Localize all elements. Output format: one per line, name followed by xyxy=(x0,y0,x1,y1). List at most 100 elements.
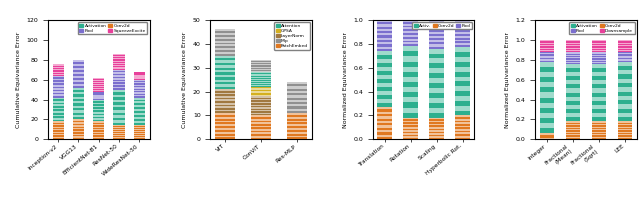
Bar xyxy=(73,74,84,76)
Bar xyxy=(566,53,580,54)
Bar xyxy=(215,98,235,99)
Bar xyxy=(403,44,418,46)
Bar xyxy=(113,110,125,113)
Bar xyxy=(592,136,606,137)
Bar xyxy=(93,124,104,125)
Bar xyxy=(618,133,632,134)
Bar xyxy=(429,119,444,121)
Bar xyxy=(403,87,418,92)
Bar xyxy=(113,54,125,55)
Bar xyxy=(592,55,606,56)
Bar xyxy=(93,83,104,84)
Bar xyxy=(592,59,606,60)
Bar xyxy=(93,95,104,96)
Bar xyxy=(287,91,307,93)
Bar xyxy=(592,128,606,129)
Bar xyxy=(540,53,554,54)
Bar xyxy=(287,134,307,136)
Bar xyxy=(287,104,307,106)
Bar xyxy=(52,116,64,118)
Bar xyxy=(73,78,84,80)
Bar xyxy=(73,122,84,124)
Bar xyxy=(540,43,554,44)
Bar xyxy=(73,132,84,134)
Bar xyxy=(215,126,235,128)
Bar xyxy=(113,95,125,97)
Bar xyxy=(287,106,307,109)
Bar xyxy=(403,126,418,127)
Bar xyxy=(93,104,104,106)
Bar xyxy=(113,129,125,130)
Bar xyxy=(215,93,235,94)
Bar xyxy=(403,39,418,41)
Bar xyxy=(378,31,392,33)
Bar xyxy=(113,90,125,92)
Bar xyxy=(618,47,632,48)
Bar xyxy=(378,121,392,123)
Bar xyxy=(215,101,235,103)
Bar xyxy=(566,54,580,55)
Bar xyxy=(566,58,580,59)
Bar xyxy=(73,72,84,74)
Bar xyxy=(93,94,104,95)
Bar xyxy=(252,75,271,77)
Bar xyxy=(252,94,271,95)
Bar xyxy=(566,56,580,57)
Bar xyxy=(215,94,235,96)
Bar xyxy=(73,137,84,138)
Bar xyxy=(429,22,444,24)
Bar xyxy=(215,134,235,136)
Bar xyxy=(252,72,271,73)
Bar xyxy=(93,127,104,128)
Bar xyxy=(618,117,632,121)
Bar xyxy=(252,80,271,81)
Bar xyxy=(566,47,580,48)
Bar xyxy=(618,136,632,137)
Bar xyxy=(618,55,632,56)
Bar xyxy=(378,99,392,103)
Bar xyxy=(287,130,307,132)
Bar xyxy=(52,71,64,72)
Bar xyxy=(215,63,235,65)
Bar xyxy=(378,22,392,24)
Bar xyxy=(566,43,580,44)
Bar xyxy=(93,115,104,117)
Bar xyxy=(215,82,235,84)
Bar xyxy=(403,138,418,139)
Bar xyxy=(252,67,271,68)
Bar xyxy=(378,107,392,109)
Bar xyxy=(592,40,606,41)
Bar xyxy=(215,52,235,54)
Bar xyxy=(540,92,554,98)
Bar xyxy=(252,122,271,124)
Bar xyxy=(113,118,125,120)
Bar xyxy=(287,100,307,102)
Bar xyxy=(215,50,235,52)
Bar xyxy=(540,60,554,61)
Bar xyxy=(215,130,235,132)
Bar xyxy=(52,133,64,134)
Bar xyxy=(113,137,125,138)
Bar xyxy=(52,99,64,101)
Bar xyxy=(618,41,632,42)
Bar xyxy=(618,40,632,41)
Bar xyxy=(456,52,470,57)
Bar xyxy=(592,97,606,101)
Bar xyxy=(52,66,64,67)
Bar xyxy=(73,82,84,84)
Bar xyxy=(378,83,392,87)
Bar xyxy=(429,38,444,40)
Y-axis label: Normalized Equivariance Error: Normalized Equivariance Error xyxy=(505,32,510,128)
Bar xyxy=(113,132,125,133)
Bar xyxy=(52,115,64,116)
Bar xyxy=(287,122,307,124)
Bar xyxy=(429,24,444,26)
Bar xyxy=(429,108,444,113)
Bar xyxy=(52,94,64,96)
Bar xyxy=(93,106,104,107)
Bar xyxy=(113,97,125,100)
Bar xyxy=(403,130,418,132)
Bar xyxy=(618,132,632,133)
Bar xyxy=(52,67,64,68)
Bar xyxy=(52,65,64,66)
